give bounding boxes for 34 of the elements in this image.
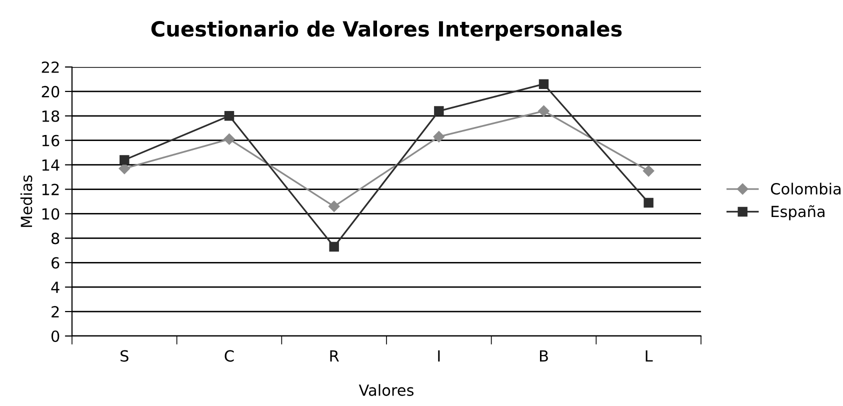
y-tick-label: 10 xyxy=(42,208,60,220)
x-axis-title: Valores xyxy=(358,384,414,396)
x-tick-label: S xyxy=(120,350,128,362)
y-tick-label: 12 xyxy=(42,184,59,196)
point xyxy=(120,155,130,165)
y-tick-label: 4 xyxy=(51,282,60,293)
legend-label: España xyxy=(772,205,824,220)
x-tick-label: R xyxy=(330,350,339,362)
point xyxy=(329,242,339,252)
chart-title: Cuestionario de Valores Interpersonales xyxy=(151,20,622,41)
point xyxy=(644,198,654,208)
point xyxy=(538,79,549,89)
y-tick-label: 8 xyxy=(52,232,60,244)
y-tick-label: 6 xyxy=(52,257,60,269)
y-tick-label: 22 xyxy=(42,61,59,73)
y-tick-label: 2 xyxy=(52,306,59,318)
y-tick-label: 16 xyxy=(42,134,60,146)
point xyxy=(642,165,654,177)
point xyxy=(224,111,234,121)
y-tick-label: 20 xyxy=(42,86,60,98)
x-tick-label: L xyxy=(646,350,653,362)
point xyxy=(328,200,340,212)
y-tick-label: 14 xyxy=(42,159,60,171)
legend-label: Colombia xyxy=(770,182,841,195)
point xyxy=(433,131,445,142)
x-tick-label: B xyxy=(540,350,548,362)
y-tick-label: 0 xyxy=(51,330,60,342)
y-axis-title: Medias xyxy=(20,175,32,227)
x-tick-label: C xyxy=(224,350,234,362)
point xyxy=(224,134,235,145)
point xyxy=(434,106,444,116)
point xyxy=(538,105,550,117)
x-tick-label: I xyxy=(438,350,440,362)
y-tick-label: 18 xyxy=(42,110,60,122)
